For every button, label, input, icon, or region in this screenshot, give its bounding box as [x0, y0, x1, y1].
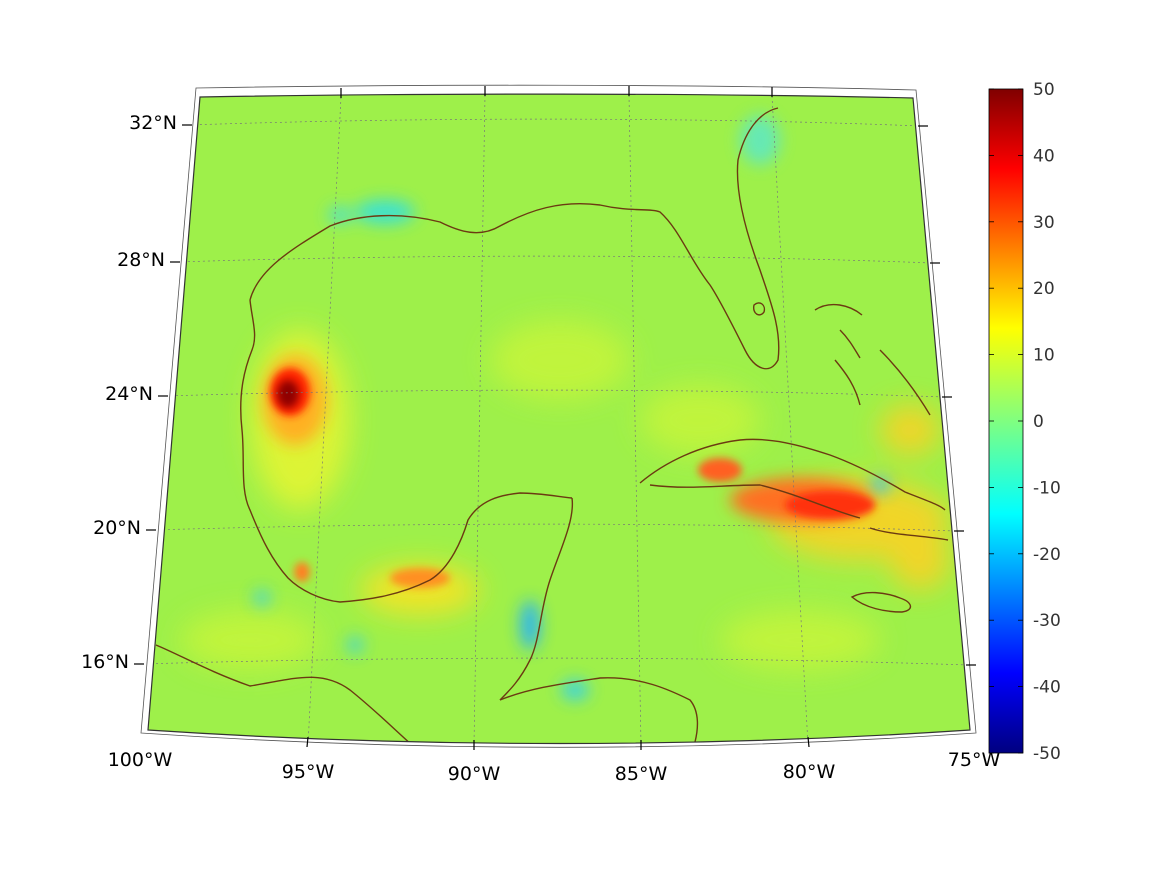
- coastline-yucatan-east: [499, 497, 574, 701]
- coastline-jamaica: [850, 591, 912, 613]
- coastline-mexico-west-gulf: [240, 299, 573, 603]
- colorbar-tick-label: -40: [1033, 678, 1061, 698]
- map-frame-outer: [140, 84, 977, 748]
- latitude-labels: 32°N 28°N 24°N 20°N 16°N: [81, 112, 177, 673]
- coastline-central-america: [499, 677, 699, 743]
- coastline-pacific: [155, 644, 413, 744]
- coastline-cuba-south: [649, 484, 861, 519]
- coastline-gulf-north: [249, 107, 780, 370]
- lon-label: 80°W: [783, 761, 836, 783]
- graticule: [148, 94, 969, 744]
- lat-label: 28°N: [117, 249, 165, 271]
- lon-label: 90°W: [448, 763, 501, 785]
- colorbar: 50 40 30 20 10 0 -10 -20 -30 -40 -50: [988, 80, 1061, 764]
- lon-label: 85°W: [615, 763, 668, 785]
- colorbar-tick-label: -10: [1033, 478, 1061, 498]
- colorbar-tick-label: -50: [1033, 744, 1061, 764]
- colorbar-tick-label: 40: [1033, 146, 1055, 166]
- longitude-labels: 100°W 95°W 90°W 85°W 80°W 75°W: [108, 749, 1001, 785]
- colorbar-tick-label: -30: [1033, 611, 1061, 631]
- coastline-bahamas: [814, 303, 931, 416]
- colorbar-labels: 50 40 30 20 10 0 -10 -20 -30 -40 -50: [1033, 80, 1061, 764]
- lat-label: 20°N: [93, 517, 141, 539]
- lat-label: 32°N: [129, 112, 177, 134]
- colorbar-gradient: [988, 88, 1024, 754]
- colorbar-ticks: [989, 88, 1023, 754]
- colorbar-tick-label: 10: [1033, 346, 1055, 366]
- colorbar-tick-label: 0: [1033, 412, 1044, 432]
- coastline-lake-okeechobee: [752, 302, 766, 316]
- lon-label: 95°W: [282, 761, 335, 783]
- coastline-cuba: [639, 438, 946, 511]
- ticks: [134, 86, 976, 750]
- lat-label: 24°N: [105, 383, 153, 405]
- coastline-hispaniola: [869, 527, 949, 541]
- coastlines: [155, 107, 949, 744]
- map-frame: [147, 93, 971, 745]
- field-yellow-patches: [180, 320, 950, 670]
- lon-label: 75°W: [948, 749, 1001, 771]
- colorbar-tick-label: 50: [1033, 80, 1055, 100]
- colorbar-tick-label: -20: [1033, 545, 1061, 565]
- anomaly-field: [148, 94, 970, 744]
- lon-label: 100°W: [108, 749, 173, 771]
- lat-label: 16°N: [81, 651, 129, 673]
- colorbar-tick-label: 20: [1033, 279, 1055, 299]
- colorbar-tick-label: 30: [1033, 213, 1055, 233]
- field-hot-spots: [263, 355, 875, 588]
